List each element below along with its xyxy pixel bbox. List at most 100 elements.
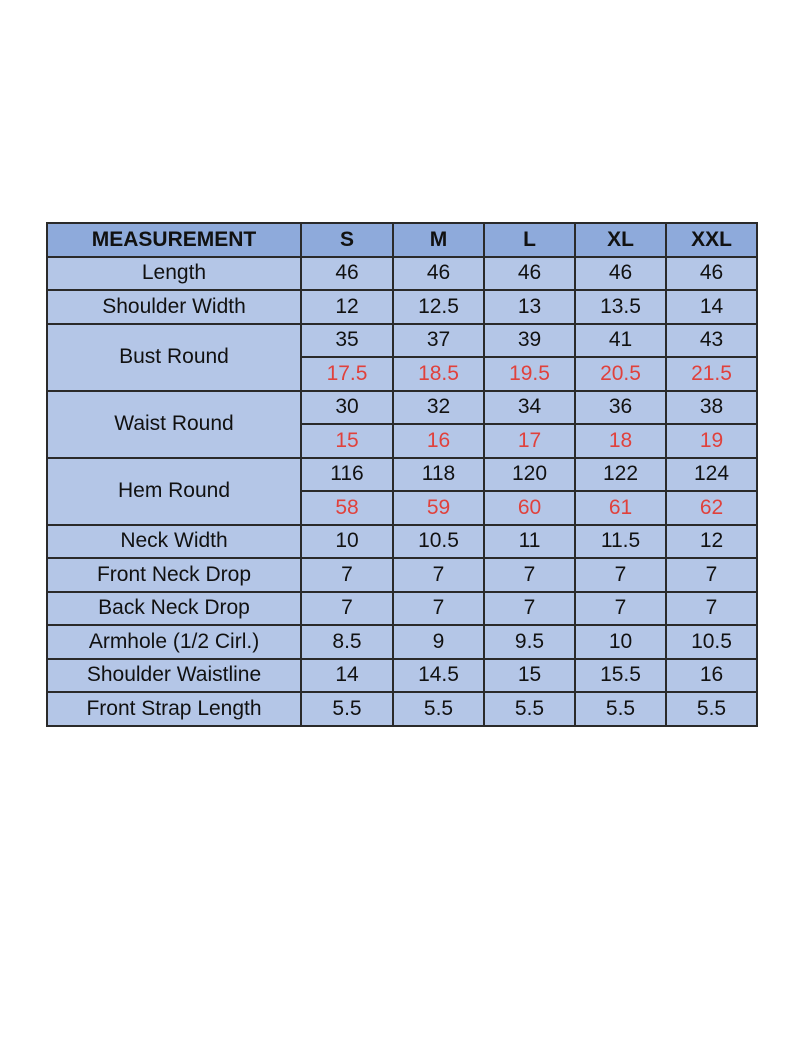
value-cell: 15.5	[574, 657, 667, 693]
value-cell: 46	[574, 255, 667, 291]
value-cell: 10	[300, 523, 394, 559]
value-cell: 34	[483, 389, 576, 425]
value-cell: 13.5	[574, 289, 667, 325]
value-cell: 46	[483, 255, 576, 291]
row-label: Neck Width	[46, 523, 302, 559]
value-cell: 7	[574, 557, 667, 593]
table-row: Back Neck Drop 7 7 7 7 7	[46, 590, 758, 626]
row-label: Shoulder Width	[46, 289, 302, 325]
row-label: Waist Round	[46, 389, 302, 459]
size-table: MEASUREMENT S M L XL XXL Length 46 46 46 46 46 Shou…	[46, 222, 758, 727]
header-cell: MEASUREMENT	[46, 222, 302, 258]
half-value-cell: 21.5	[665, 356, 758, 392]
table-row: Hem Round 116 118 120 122 124	[46, 456, 758, 526]
half-value-cell: 16	[392, 423, 485, 459]
half-value-cell: 61	[574, 490, 667, 526]
value-cell: 36	[574, 389, 667, 425]
value-cell: 5.5	[300, 691, 394, 727]
value-cell: 7	[665, 590, 758, 626]
value-cell: 116	[300, 456, 394, 492]
half-value-cell: 58	[300, 490, 394, 526]
value-cell: 7	[300, 590, 394, 626]
half-value-cell: 18.5	[392, 356, 485, 392]
value-cell: 11.5	[574, 523, 667, 559]
table-row: Armhole (1/2 Cirl.) 8.5 9 9.5 10 10.5	[46, 624, 758, 660]
value-cell: 5.5	[392, 691, 485, 727]
value-cell: 14	[300, 657, 394, 693]
header-cell: S	[300, 222, 394, 258]
value-cell: 7	[483, 590, 576, 626]
value-cell: 7	[483, 557, 576, 593]
table-row: Shoulder Width 12 12.5 13 13.5 14	[46, 289, 758, 325]
table-row: Neck Width 10 10.5 11 11.5 12	[46, 523, 758, 559]
value-cell: 8.5	[300, 624, 394, 660]
table-row: Front Neck Drop 7 7 7 7 7	[46, 557, 758, 593]
half-value-cell: 59	[392, 490, 485, 526]
value-cell: 38	[665, 389, 758, 425]
half-value-cell: 19.5	[483, 356, 576, 392]
table-row: Front Strap Length 5.5 5.5 5.5 5.5 5.5	[46, 691, 758, 727]
half-value-cell: 19	[665, 423, 758, 459]
table-row: 58 59 60 61 62	[47, 490, 758, 526]
value-cell: 12.5	[392, 289, 485, 325]
value-cell: 122	[574, 456, 667, 492]
row-label: Back Neck Drop	[46, 590, 302, 626]
row-label: Hem Round	[46, 456, 302, 526]
value-cell: 10	[574, 624, 667, 660]
value-cell: 9.5	[483, 624, 576, 660]
row-label: Front Strap Length	[46, 691, 302, 727]
header-cell: XL	[574, 222, 667, 258]
table-row: Waist Round 30 32 34 36 38	[46, 389, 758, 459]
table-row: 15 16 17 18 19	[47, 423, 758, 459]
value-cell: 32	[392, 389, 485, 425]
table-row: 17.5 18.5 19.5 20.5 21.5	[47, 356, 758, 392]
value-cell: 7	[300, 557, 394, 593]
header-cell: XXL	[665, 222, 758, 258]
value-cell: 46	[392, 255, 485, 291]
value-cell: 12	[300, 289, 394, 325]
value-cell: 120	[483, 456, 576, 492]
half-value-cell: 17	[483, 423, 576, 459]
value-cell: 118	[392, 456, 485, 492]
row-label: Shoulder Waistline	[46, 657, 302, 693]
value-cell: 7	[665, 557, 758, 593]
value-cell: 7	[392, 590, 485, 626]
value-cell: 7	[392, 557, 485, 593]
value-cell: 14.5	[392, 657, 485, 693]
value-cell: 124	[665, 456, 758, 492]
header-row: MEASUREMENT S M L XL XXL	[46, 222, 758, 258]
value-cell: 5.5	[483, 691, 576, 727]
table-row: Bust Round 35 37 39 41 43	[46, 322, 758, 392]
value-cell: 14	[665, 289, 758, 325]
half-value-cell: 20.5	[574, 356, 667, 392]
half-value-cell: 17.5	[300, 356, 394, 392]
value-cell: 46	[300, 255, 394, 291]
header-cell: L	[483, 222, 576, 258]
value-cell: 10.5	[665, 624, 758, 660]
value-cell: 46	[665, 255, 758, 291]
row-label: Armhole (1/2 Cirl.)	[46, 624, 302, 660]
value-cell: 11	[483, 523, 576, 559]
value-cell: 12	[665, 523, 758, 559]
header-cell: M	[392, 222, 485, 258]
value-cell: 39	[483, 322, 576, 358]
row-label: Bust Round	[46, 322, 302, 392]
value-cell: 7	[574, 590, 667, 626]
value-cell: 41	[574, 322, 667, 358]
value-cell: 5.5	[574, 691, 667, 727]
value-cell: 35	[300, 322, 394, 358]
half-value-cell: 62	[665, 490, 758, 526]
value-cell: 9	[392, 624, 485, 660]
value-cell: 30	[300, 389, 394, 425]
table-body: Length 46 46 46 46 46 Shoulder Width 12 12.5 13 13…	[46, 255, 758, 727]
half-value-cell: 15	[300, 423, 394, 459]
half-value-cell: 18	[574, 423, 667, 459]
table-row: Shoulder Waistline 14 14.5 15 15.5 16	[46, 657, 758, 693]
row-label: Front Neck Drop	[46, 557, 302, 593]
half-value-cell: 60	[483, 490, 576, 526]
value-cell: 13	[483, 289, 576, 325]
value-cell: 43	[665, 322, 758, 358]
value-cell: 16	[665, 657, 758, 693]
value-cell: 15	[483, 657, 576, 693]
